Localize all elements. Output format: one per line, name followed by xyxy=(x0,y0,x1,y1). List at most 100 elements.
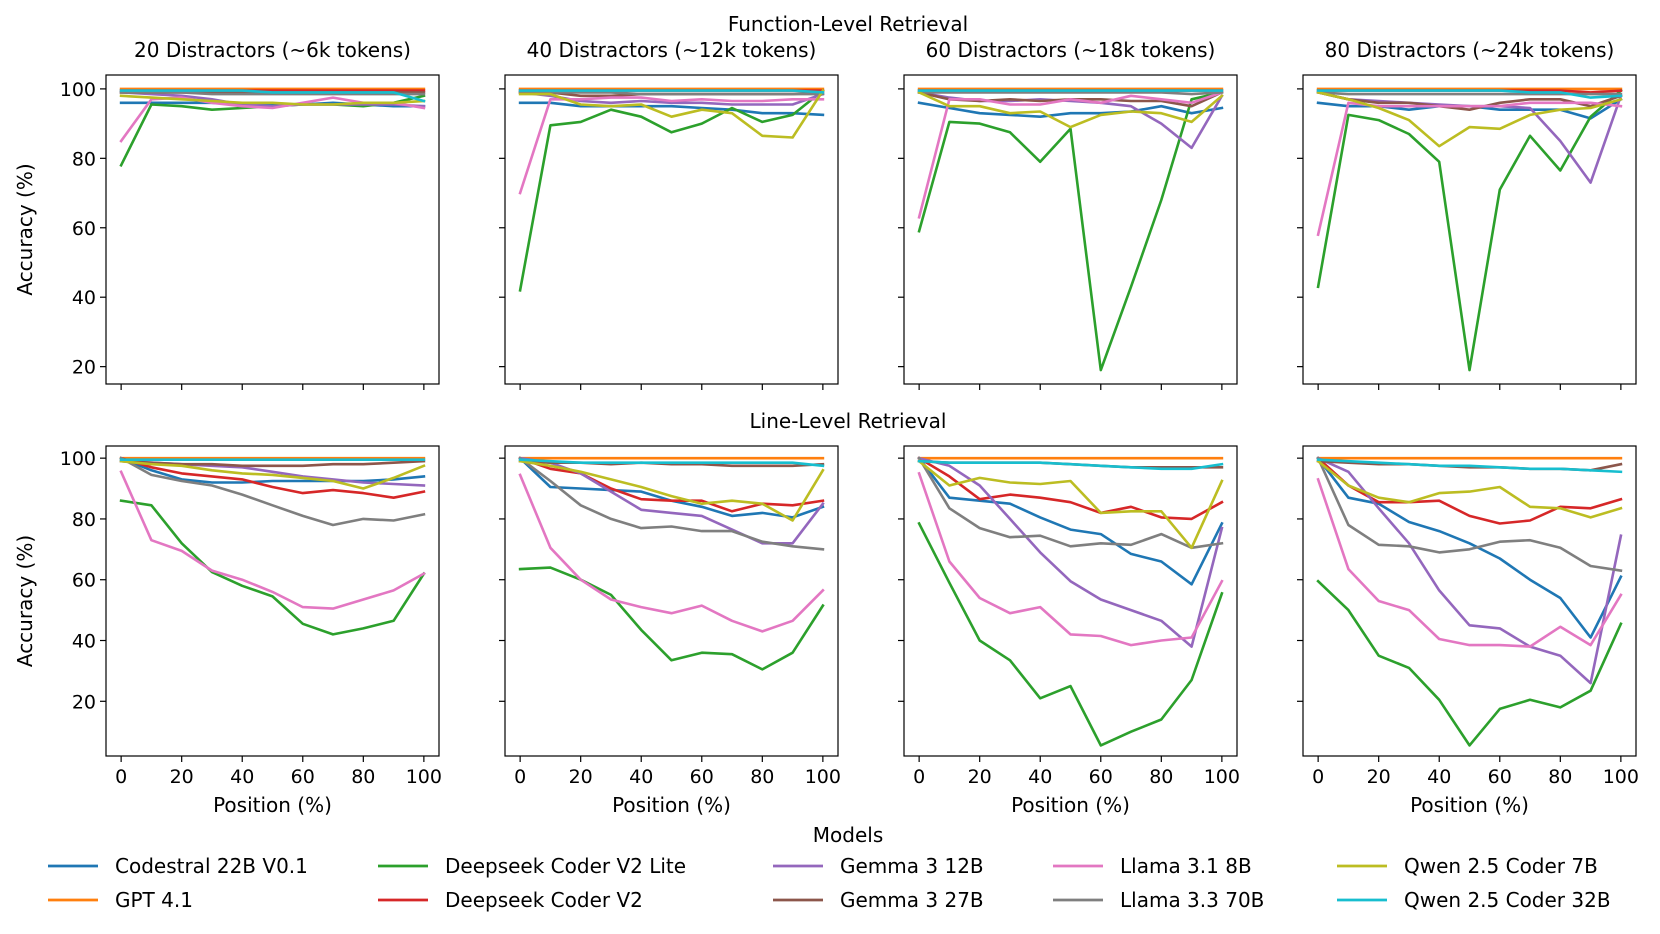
series-line-llama-3-3-70b xyxy=(917,456,1224,550)
series-line-llama-3-1-8b xyxy=(1316,477,1623,648)
series-lines xyxy=(119,87,426,168)
panel-title: 20 Distractors (~6k tokens) xyxy=(134,38,411,62)
series-line-llama-3-3-70b xyxy=(119,91,426,96)
x-tick-label: 100 xyxy=(805,766,841,788)
axes-frame xyxy=(903,445,1238,757)
legend-label: Gemma 3 12B xyxy=(840,854,984,878)
y-tick-label: 40 xyxy=(72,287,96,309)
series-line-codestral-22b-v0-1 xyxy=(119,456,426,484)
series-line-qwen-2-5-coder-7b xyxy=(917,459,1224,550)
series-line-qwen-2-5-coder-7b xyxy=(1316,90,1623,148)
series-line-llama-3-3-70b xyxy=(518,456,825,551)
y-axis-label: Accuracy (%) xyxy=(13,163,37,295)
x-tick-label: 0 xyxy=(115,766,127,788)
y-tick-label: 100 xyxy=(60,79,96,101)
legend-item: Deepseek Coder V2 xyxy=(378,888,643,912)
series-line-qwen-2-5-coder-7b xyxy=(917,90,1224,129)
series-line-deepseek-coder-v2 xyxy=(119,456,426,500)
x-tick-label: 60 xyxy=(1488,766,1512,788)
x-axis-label: Position (%) xyxy=(1011,793,1130,817)
series-line-llama-3-3-70b xyxy=(1316,456,1623,573)
series-line-llama-3-1-8b xyxy=(917,471,1224,647)
legend-item: Codestral 22B V0.1 xyxy=(48,854,308,878)
x-tick-label: 40 xyxy=(1427,766,1451,788)
y-tick-label: 100 xyxy=(60,448,96,470)
series-line-deepseek-coder-v2 xyxy=(917,456,1224,521)
series-line-llama-3-3-70b xyxy=(119,456,426,527)
series-line-llama-3-1-8b xyxy=(518,473,825,633)
legend-label: GPT 4.1 xyxy=(115,888,193,912)
series-lines xyxy=(917,87,1224,372)
chart-panels: 20 40 60 80 100 20 Distractors (~6k tokens) Ac… xyxy=(13,38,1639,817)
chart-panel: 0 20 40 60 80 100 20 40 60 80 100 Position (%) Accur… xyxy=(13,445,442,817)
x-tick-label: 60 xyxy=(1089,766,1113,788)
series-line-deepseek-coder-v2-lite xyxy=(917,90,1224,372)
series-lines xyxy=(119,456,426,636)
x-axis-label: Position (%) xyxy=(612,793,731,817)
series-line-codestral-22b-v0-1 xyxy=(917,101,1224,118)
series-line-qwen-2-5-coder-32b xyxy=(1316,89,1623,99)
series-line-llama-3-1-8b xyxy=(518,96,825,195)
series-line-qwen-2-5-coder-7b xyxy=(119,94,426,106)
legend-item: Gemma 3 12B xyxy=(773,854,984,878)
series-line-llama-3-1-8b xyxy=(119,470,426,610)
x-axis-label: Position (%) xyxy=(213,793,332,817)
axes-frame xyxy=(105,445,440,757)
panel-title: 60 Distractors (~18k tokens) xyxy=(926,38,1216,62)
legend-label: Deepseek Coder V2 Lite xyxy=(445,854,686,878)
x-tick-label: 40 xyxy=(629,766,653,788)
series-line-qwen-2-5-coder-7b xyxy=(518,459,825,522)
series-lines xyxy=(518,87,825,292)
chart-panel: 20 40 60 80 100 20 Distractors (~6k tokens) Ac… xyxy=(13,38,440,390)
legend-item: GPT 4.1 xyxy=(48,888,193,912)
series-line-qwen-2-5-coder-32b xyxy=(917,459,1224,471)
series-line-gemma-3-12b xyxy=(119,91,426,108)
series-line-llama-3-3-70b xyxy=(518,91,825,96)
x-tick-label: 80 xyxy=(750,766,774,788)
x-tick-label: 40 xyxy=(230,766,254,788)
x-tick-label: 60 xyxy=(690,766,714,788)
legend: Models Codestral 22B V0.1 GPT 4.1 Deepseek… xyxy=(48,823,1611,912)
y-tick-label: 60 xyxy=(72,218,96,240)
x-tick-label: 20 xyxy=(1367,766,1391,788)
x-tick-label: 100 xyxy=(406,766,442,788)
series-line-deepseek-coder-v2 xyxy=(518,456,825,513)
x-tick-label: 60 xyxy=(291,766,315,788)
series-line-gemma-3-12b xyxy=(1316,456,1623,685)
series-line-deepseek-coder-v2-lite xyxy=(917,521,1224,747)
legend-item: Deepseek Coder V2 Lite xyxy=(378,854,686,878)
x-tick-label: 0 xyxy=(1312,766,1324,788)
x-tick-label: 100 xyxy=(1204,766,1240,788)
chart-panel: 40 Distractors (~12k tokens) xyxy=(499,38,839,390)
y-tick-label: 40 xyxy=(72,631,96,653)
legend-item: Qwen 2.5 Coder 32B xyxy=(1337,888,1611,912)
legend-label: Codestral 22B V0.1 xyxy=(115,854,308,878)
legend-item: Llama 3.1 8B xyxy=(1053,854,1252,878)
series-lines xyxy=(518,456,825,671)
series-line-qwen-2-5-coder-32b xyxy=(1316,458,1623,474)
x-tick-label: 0 xyxy=(514,766,526,788)
series-line-codestral-22b-v0-1 xyxy=(1316,456,1623,639)
y-axis-label: Accuracy (%) xyxy=(13,535,37,667)
legend-label: Deepseek Coder V2 xyxy=(445,888,643,912)
series-lines xyxy=(917,456,1224,747)
series-line-qwen-2-5-coder-7b xyxy=(1316,459,1623,519)
series-line-deepseek-coder-v2-lite xyxy=(1316,88,1623,372)
legend-items: Codestral 22B V0.1 GPT 4.1 Deepseek Coder … xyxy=(48,854,1611,912)
chart-panel: 80 Distractors (~24k tokens) xyxy=(1297,38,1637,390)
series-lines xyxy=(1316,456,1623,747)
chart-panel: 0 20 40 60 80 100 Position (%) xyxy=(1297,445,1639,817)
series-line-qwen-2-5-coder-7b xyxy=(119,459,426,490)
series-lines xyxy=(1316,87,1623,372)
series-line-llama-3-3-70b xyxy=(917,91,1224,96)
series-line-codestral-22b-v0-1 xyxy=(518,101,825,117)
legend-item: Qwen 2.5 Coder 7B xyxy=(1337,854,1598,878)
axes-frame xyxy=(504,445,839,757)
y-tick-label: 80 xyxy=(72,148,96,170)
chart-panel: 0 20 40 60 80 100 Position (%) xyxy=(898,445,1240,817)
axes-frame xyxy=(903,74,1238,385)
series-line-llama-3-1-8b xyxy=(917,90,1224,219)
y-tick-label: 20 xyxy=(72,691,96,713)
x-tick-label: 20 xyxy=(968,766,992,788)
x-tick-label: 80 xyxy=(1149,766,1173,788)
